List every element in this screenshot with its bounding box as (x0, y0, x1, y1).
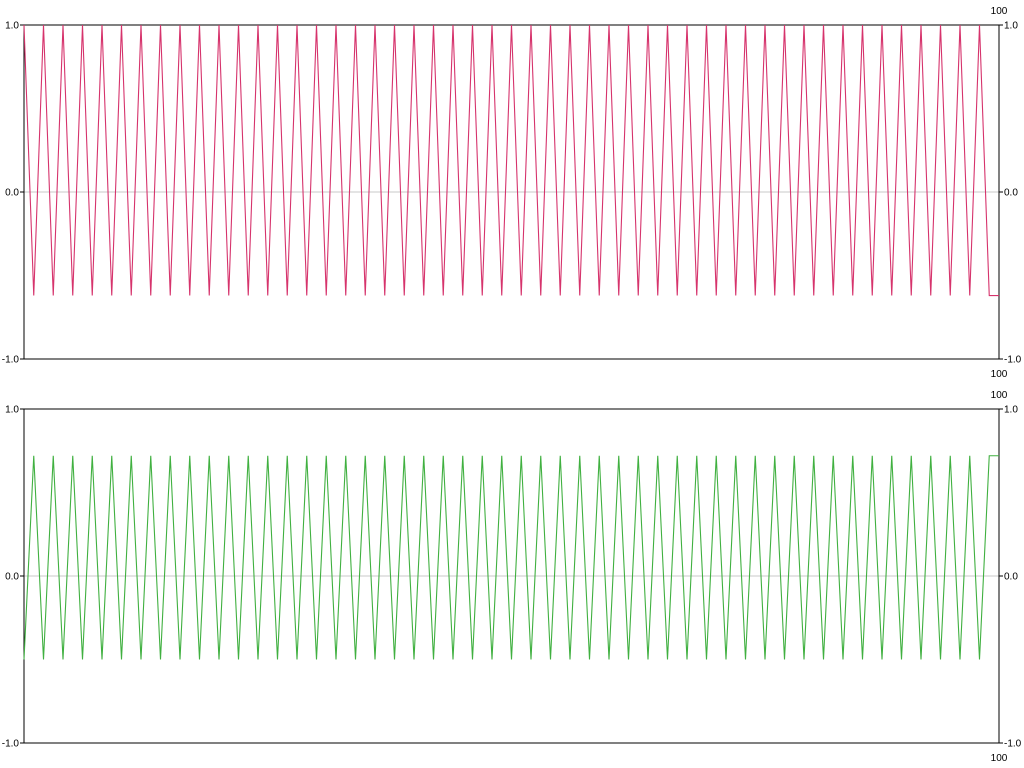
series-line (23, 455, 999, 660)
y-tick-label-left: 1.0 (5, 21, 19, 32)
y-tick-label-right: 1.0 (1004, 21, 1018, 32)
y-tick-label-right: -1.0 (1004, 739, 1022, 750)
x-label-top-right: 100 (991, 390, 1008, 401)
y-tick-label-left: 0.0 (5, 572, 19, 583)
y-tick-label-left: 0.0 (5, 188, 19, 199)
series-line (23, 24, 999, 297)
y-tick-label-left: 1.0 (5, 405, 19, 416)
y-tick-label-left: -1.0 (2, 355, 20, 366)
y-tick-label-right: 1.0 (1004, 405, 1018, 416)
y-tick-label-right: -1.0 (1004, 355, 1022, 366)
y-tick-label-left: -1.0 (2, 739, 20, 750)
y-tick-label-right: 0.0 (1004, 572, 1018, 583)
y-tick-label-right: 0.0 (1004, 188, 1018, 199)
x-label-bottom-right: 100 (991, 369, 1008, 380)
x-label-bottom-right: 100 (991, 753, 1008, 764)
x-label-top-right: 100 (991, 6, 1008, 17)
